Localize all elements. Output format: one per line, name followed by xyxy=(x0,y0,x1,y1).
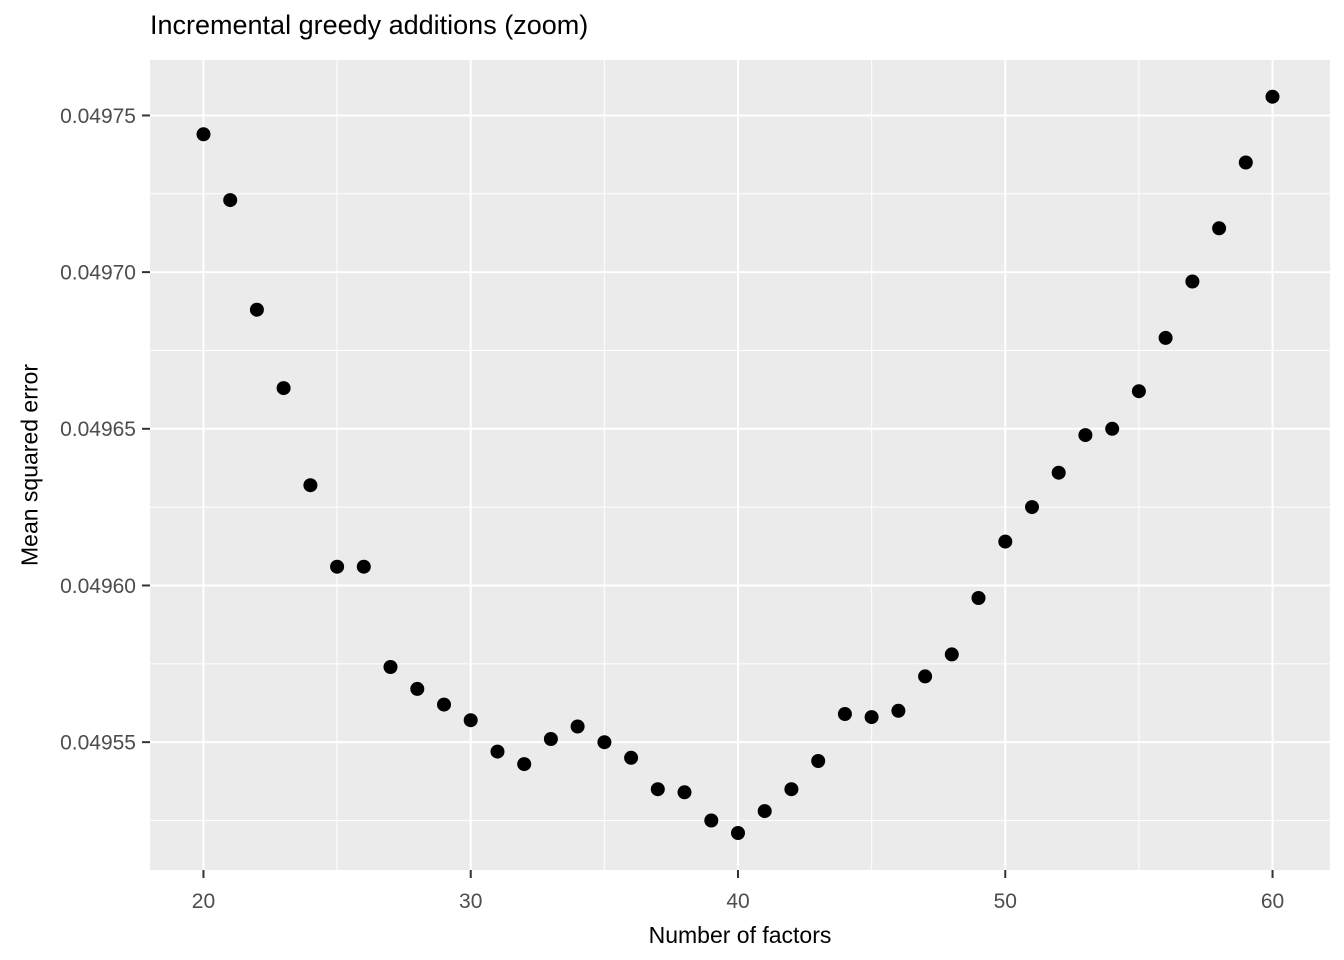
scatter-point xyxy=(624,750,639,765)
scatter-point xyxy=(1185,274,1200,289)
scatter-point xyxy=(757,804,772,819)
scatter-point xyxy=(543,732,558,746)
scatter-point xyxy=(356,559,371,574)
scatter-point xyxy=(1051,465,1066,480)
scatter-point xyxy=(918,669,933,684)
x-axis-title: Number of factors xyxy=(648,922,832,948)
scatter-point xyxy=(944,647,959,662)
x-tick-label: 40 xyxy=(726,890,749,913)
x-tick-label: 30 xyxy=(459,890,482,913)
scatter-point xyxy=(864,710,879,725)
scatter-point xyxy=(1158,330,1173,345)
y-tick-label: 0.04970 xyxy=(60,261,136,284)
scatter-point xyxy=(570,719,585,734)
scatter-point xyxy=(1025,500,1039,515)
y-tick-label: 0.04975 xyxy=(60,105,136,128)
plot-panel xyxy=(150,60,1330,870)
scatter-point xyxy=(410,681,425,696)
scatter-point xyxy=(784,782,799,797)
scatter-point xyxy=(517,757,532,772)
scatter-point xyxy=(677,785,692,800)
scatter-point xyxy=(597,735,612,750)
scatter-point xyxy=(330,559,345,574)
y-tick-label: 0.04965 xyxy=(60,418,136,441)
scatter-point xyxy=(998,534,1013,549)
scatter-point xyxy=(303,478,318,493)
scatter-point xyxy=(1131,384,1146,399)
scatter-point xyxy=(1212,221,1227,236)
scatter-point xyxy=(650,782,665,797)
x-tick-label: 60 xyxy=(1261,890,1284,913)
scatter-point xyxy=(971,591,986,605)
scatter-point xyxy=(1265,89,1280,104)
plot-title: Incremental greedy additions (zoom) xyxy=(150,10,589,40)
scatter-point xyxy=(837,707,852,721)
y-tick-label: 0.04955 xyxy=(60,732,136,755)
scatter-point xyxy=(196,127,211,142)
scatter-point xyxy=(1078,428,1093,443)
scatter-point xyxy=(891,703,906,718)
scatter-point xyxy=(223,193,238,208)
scatter-point xyxy=(276,381,291,396)
scatter-point xyxy=(437,697,451,712)
scatter-point xyxy=(463,713,478,728)
scatter-point xyxy=(731,826,745,840)
scatter-point xyxy=(383,660,398,674)
scatter-point xyxy=(1105,421,1120,436)
scatter-point xyxy=(249,302,264,317)
y-tick-label: 0.04960 xyxy=(60,575,136,598)
scatter-point xyxy=(704,813,719,828)
scatter-point xyxy=(490,744,505,759)
scatter-point xyxy=(811,754,826,768)
scatter-point xyxy=(1238,155,1253,170)
x-tick-label: 50 xyxy=(994,890,1017,913)
x-tick-label: 20 xyxy=(192,890,215,913)
